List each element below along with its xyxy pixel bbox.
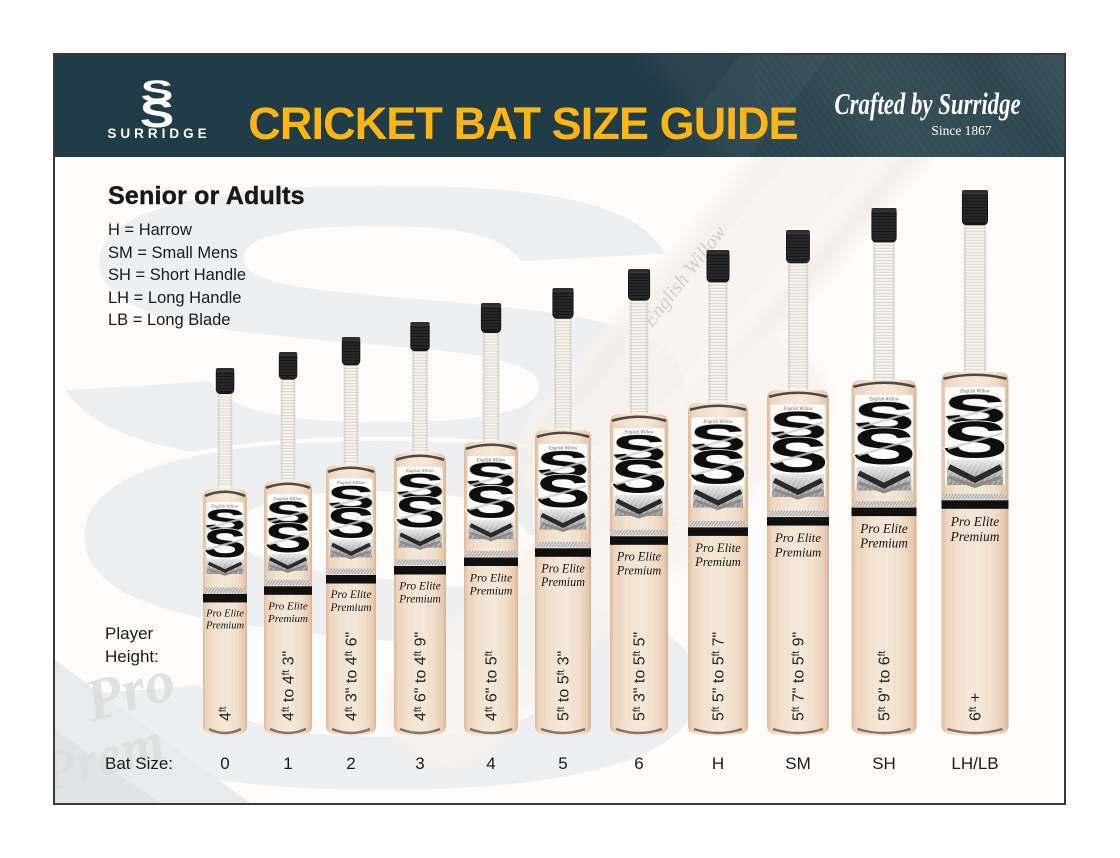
- svg-text:4ft​ to 4ft​ 3": 4ft​ to 4ft​ 3": [281, 651, 298, 721]
- svg-text:Premium: Premium: [330, 602, 372, 614]
- svg-text:S: S: [265, 495, 310, 532]
- svg-text:S: S: [537, 444, 590, 485]
- svg-text:S: S: [465, 456, 516, 496]
- svg-text:English Willow: English Willow: [959, 390, 990, 395]
- svg-text:Pro Elite: Pro Elite: [616, 550, 662, 564]
- svg-text:5ft​ to 5ft​ 3": 5ft​ to 5ft​ 3": [556, 651, 573, 721]
- svg-text:Pro Elite: Pro Elite: [267, 600, 308, 612]
- svg-text:English Willow: English Willow: [702, 420, 733, 425]
- svg-text:S: S: [204, 503, 246, 538]
- svg-text:Pro Elite: Pro Elite: [540, 561, 585, 575]
- svg-text:Premium: Premium: [267, 613, 308, 625]
- svg-text:S: S: [943, 386, 1006, 433]
- svg-text:S: S: [690, 416, 747, 459]
- svg-text:English Willow: English Willow: [782, 407, 813, 412]
- svg-text:Premium: Premium: [859, 536, 908, 551]
- svg-text:Premium: Premium: [540, 575, 585, 589]
- svg-text:S: S: [612, 427, 667, 470]
- svg-text:4ft​ 3" to 4ft​ 6": 4ft​ 3" to 4ft​ 6": [344, 632, 361, 721]
- svg-text:English Willow: English Willow: [548, 447, 578, 452]
- svg-text:4ft​ 6" to 5ft​: 4ft​ 6" to 5ft​: [484, 651, 501, 721]
- svg-text:Pro Elite: Pro Elite: [950, 514, 1000, 529]
- svg-text:4ft​ 6" to 4ft​ 9": 4ft​ 6" to 4ft​ 9": [413, 632, 430, 721]
- svg-text:English Willow: English Willow: [273, 496, 303, 501]
- svg-text:Pro Elite: Pro Elite: [330, 589, 372, 601]
- svg-text:English Willow: English Willow: [336, 480, 366, 485]
- svg-text:English Willow: English Willow: [210, 504, 238, 509]
- svg-text:Pro Elite: Pro Elite: [774, 531, 821, 545]
- svg-text:Premium: Premium: [205, 620, 245, 631]
- svg-text:English Willow: English Willow: [868, 397, 899, 402]
- svg-text:5ft​ 9" to 6ft​: 5ft​ 9" to 6ft​: [877, 651, 894, 721]
- svg-text:Premium: Premium: [398, 594, 441, 606]
- svg-text:Premium: Premium: [774, 545, 821, 559]
- svg-text:English Willow: English Willow: [476, 458, 506, 463]
- svg-text:Pro Elite: Pro Elite: [469, 570, 512, 584]
- svg-text:Pro Elite: Pro Elite: [859, 521, 908, 536]
- svg-text:Pro Elite: Pro Elite: [205, 608, 244, 619]
- svg-text:S: S: [141, 74, 174, 109]
- svg-text:5ft​ 7" to 5ft​ 9": 5ft​ 7" to 5ft​ 9": [791, 632, 808, 721]
- svg-text:English Willow: English Willow: [623, 431, 654, 436]
- svg-text:Premium: Premium: [616, 564, 662, 578]
- svg-text:Premium: Premium: [694, 555, 741, 569]
- svg-text:Pro Elite: Pro Elite: [398, 581, 440, 593]
- svg-text:S: S: [395, 467, 444, 506]
- svg-text:6ft​ +: 6ft​ +: [968, 693, 985, 721]
- svg-text:4ft​: 4ft​: [218, 706, 235, 721]
- svg-text:S: S: [327, 479, 374, 517]
- svg-text:Premium: Premium: [950, 529, 1000, 544]
- svg-text:Premium: Premium: [469, 584, 513, 598]
- svg-text:S: S: [769, 404, 828, 448]
- svg-text:S: S: [853, 394, 914, 439]
- svg-text:English Willow: English Willow: [405, 468, 435, 473]
- svg-text:S: S: [140, 92, 174, 132]
- svg-text:5ft​ 3" to 5ft​ 5": 5ft​ 3" to 5ft​ 5": [632, 632, 649, 721]
- svg-text:5ft​ 5" to 5ft​ 7": 5ft​ 5" to 5ft​ 7": [711, 632, 728, 721]
- svg-text:Pro Elite: Pro Elite: [694, 541, 741, 555]
